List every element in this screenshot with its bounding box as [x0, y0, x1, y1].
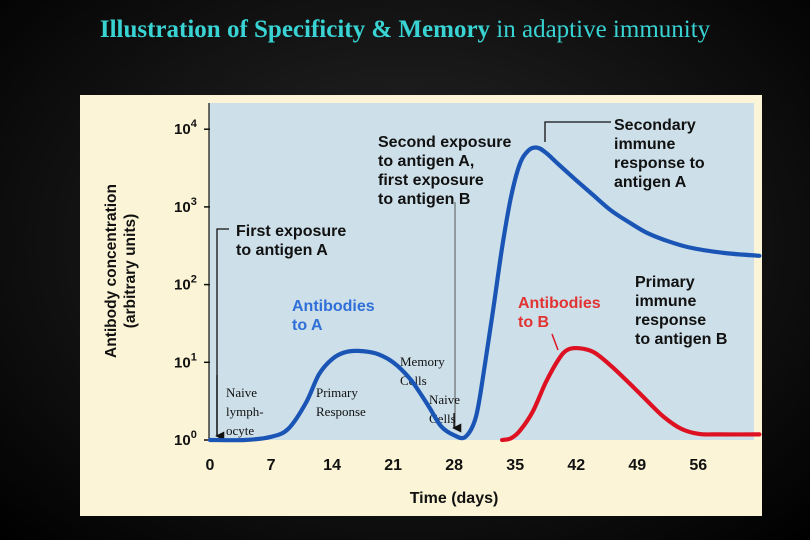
antibodies-b-leader: [551, 333, 559, 351]
second-exposure-label-line: to antigen B: [378, 191, 470, 208]
antibodies-a-label: Antibodies to A: [292, 298, 375, 334]
antibody-chart-figure: Antibody concentration (arbitrary units)…: [80, 95, 762, 516]
naive-lymphocyte-label-line: Naive: [226, 385, 257, 400]
second-exposure-label-line: to antigen A,: [378, 153, 474, 170]
x-tick-label: 14: [323, 457, 341, 474]
primary-response-label-line: Primary: [316, 385, 358, 400]
x-axis: 0 7 14 21 28 35 42 49 56: [206, 457, 708, 474]
y-tick-label: 101: [174, 351, 197, 371]
antibodies-a-label-line: Antibodies: [292, 298, 375, 315]
naive-cells-label-line: Naive: [429, 392, 460, 407]
antibody-chart: Antibody concentration (arbitrary units)…: [103, 103, 762, 507]
antibodies-b-label: Antibodies to B: [518, 295, 601, 331]
title-bold-part: Illustration of Specificity & Memory: [99, 16, 491, 43]
y-axis: 100 101 102 103 104: [174, 103, 210, 449]
memory-cells-label-line: Memory: [400, 354, 445, 369]
y-tick-label: 104: [174, 118, 198, 138]
primary-response-b-label-line: immune: [635, 293, 696, 310]
x-tick-label: 49: [628, 457, 646, 474]
primary-response-b-label: Primary immune response to antigen B: [635, 274, 727, 348]
x-tick-label: 56: [689, 457, 707, 474]
second-exposure-label-line: Second exposure: [378, 134, 511, 151]
x-tick-label: 42: [567, 457, 585, 474]
y-axis-label-line1: Antibody concentration: [103, 184, 120, 358]
primary-response-b-label-line: response: [635, 312, 706, 329]
primary-response-label-line: Response: [316, 404, 366, 419]
y-tick-label: 103: [174, 196, 197, 216]
second-exposure-label-line: first exposure: [378, 172, 484, 189]
naive-lymphocyte-label-line: ocyte: [226, 423, 254, 438]
antibodies-b-label-line: Antibodies: [518, 295, 601, 312]
secondary-response-label-line: antigen A: [614, 174, 687, 191]
x-tick-label: 7: [267, 457, 276, 474]
x-axis-label: Time (days): [410, 490, 499, 507]
y-axis-label: Antibody concentration (arbitrary units): [103, 184, 139, 358]
antibodies-b-label-line: to B: [518, 314, 549, 331]
naive-lymphocyte-label: Naive lymph-ocyte: [226, 385, 264, 438]
primary-response-label: Primary Response: [316, 385, 366, 419]
first-exposure-label: First exposure to antigen A: [236, 223, 346, 259]
secondary-response-leader: [544, 121, 611, 142]
secondary-response-label: Secondary immune response to antigen A: [614, 117, 705, 191]
series-line-antibodies-a: [207, 145, 762, 443]
series-layer: [207, 145, 762, 443]
y-tick-label: 100: [174, 429, 197, 449]
x-tick-label: 21: [384, 457, 402, 474]
x-tick-label: 28: [445, 457, 463, 474]
secondary-response-label-line: immune: [614, 136, 675, 153]
first-exposure-label-line: to antigen A: [236, 242, 328, 259]
series-line-antibodies-b: [500, 345, 762, 443]
antibodies-a-label-line: to A: [292, 317, 323, 334]
primary-response-b-label-line: Primary: [635, 274, 695, 291]
y-tick-label: 102: [174, 274, 197, 294]
x-tick-label: 0: [206, 457, 215, 474]
slide-title: Illustration of Specificity & Memory in …: [0, 16, 810, 44]
y-axis-label-line2: (arbitrary units): [122, 214, 139, 329]
second-exposure-label: Second exposure to antigen A, first exposu…: [378, 134, 511, 208]
secondary-response-label-line: response to: [614, 155, 705, 172]
secondary-response-label-line: Secondary: [614, 117, 696, 134]
x-tick-label: 35: [506, 457, 524, 474]
primary-response-b-label-line: to antigen B: [635, 331, 727, 348]
title-normal-part: in adaptive immunity: [490, 16, 711, 43]
annotations: First exposure to antigen A Second exposur…: [215, 117, 727, 441]
naive-lymphocyte-label-line: lymph-: [226, 404, 264, 419]
first-exposure-label-line: First exposure: [236, 223, 346, 240]
first-exposure-leader: [216, 228, 229, 436]
